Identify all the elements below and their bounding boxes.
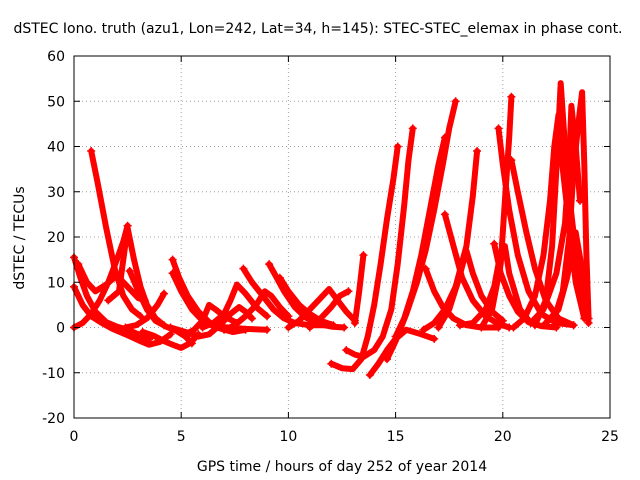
- series-arc3: [71, 222, 131, 331]
- data-point-marker: [125, 266, 134, 275]
- data-point-marker: [160, 289, 169, 298]
- data-point-marker: [440, 210, 449, 219]
- data-point-marker: [541, 318, 550, 327]
- series-arc26: [384, 98, 459, 363]
- data-point-marker: [305, 323, 314, 332]
- data-point-marker: [329, 321, 338, 330]
- data-point-marker: [383, 355, 392, 364]
- data-point-marker: [247, 314, 256, 323]
- series-arc9: [139, 329, 202, 351]
- data-point-marker: [494, 124, 503, 133]
- series-arc23: [351, 252, 367, 326]
- data-point-marker: [262, 312, 271, 321]
- data-point-marker: [275, 273, 284, 282]
- series-arc37: [532, 80, 588, 329]
- data-point-marker: [477, 323, 486, 332]
- data-point-marker: [168, 269, 177, 278]
- data-point-marker: [87, 147, 96, 156]
- data-point-marker: [490, 239, 499, 248]
- data-point-marker: [365, 371, 374, 380]
- data-point-marker: [393, 142, 402, 151]
- data-point-marker: [136, 312, 145, 321]
- chart-title: dSTEC Iono. truth (azu1, Lon=242, Lat=34…: [13, 21, 622, 37]
- series-arc18: [276, 274, 337, 329]
- series-arc34: [478, 93, 515, 331]
- data-point-marker: [198, 323, 207, 332]
- data-point-marker: [419, 325, 428, 334]
- data-point-marker: [104, 296, 113, 305]
- data-point-marker: [181, 330, 190, 339]
- x-tick-label: 5: [177, 429, 186, 445]
- y-tick-label: -20: [42, 411, 65, 427]
- data-point-marker: [421, 264, 430, 273]
- series-arc35: [508, 157, 577, 329]
- y-tick-label: 40: [47, 140, 65, 156]
- data-point-marker: [344, 287, 353, 296]
- data-point-marker: [584, 318, 593, 327]
- data-point-marker: [498, 316, 507, 325]
- data-point-marker: [262, 325, 271, 334]
- x-axis-label: GPS time / hours of day 252 of year 2014: [197, 459, 487, 475]
- y-tick-label: -10: [42, 366, 65, 382]
- data-point-marker: [507, 92, 516, 101]
- series-arc15: [221, 288, 292, 333]
- x-tick-label: 15: [387, 429, 405, 445]
- x-tick-label: 20: [494, 429, 512, 445]
- data-point-marker: [408, 124, 417, 133]
- y-tick-label: 0: [56, 321, 65, 337]
- x-tick-label: 10: [279, 429, 297, 445]
- data-point-marker: [507, 156, 516, 165]
- data-point-marker: [138, 328, 147, 337]
- y-tick-label: 50: [47, 94, 65, 110]
- series-arc29: [441, 211, 513, 331]
- data-point-marker: [434, 323, 443, 332]
- series-arc19: [285, 286, 358, 331]
- data-point-marker: [473, 147, 482, 156]
- series-arc20: [306, 288, 352, 331]
- data-point-marker: [166, 323, 175, 332]
- y-axis-label: dSTEC / TECUs: [12, 186, 28, 289]
- data-point-marker: [342, 346, 351, 355]
- data-point-marker: [168, 255, 177, 264]
- data-point-marker: [327, 359, 336, 368]
- data-point-marker: [340, 323, 349, 332]
- y-tick-label: 30: [47, 185, 65, 201]
- series-arc4: [88, 148, 144, 320]
- x-tick-label: 0: [70, 429, 79, 445]
- series-arc2: [71, 283, 174, 348]
- y-tick-label: 20: [47, 230, 65, 246]
- data-point-marker: [265, 260, 274, 269]
- data-point-marker: [350, 318, 359, 327]
- data-point-marker: [569, 321, 578, 330]
- data-point-marker: [74, 260, 83, 269]
- x-tick-label: 25: [601, 429, 619, 445]
- y-tick-label: 10: [47, 275, 65, 291]
- series-arc22: [343, 125, 416, 360]
- data-point-marker: [220, 325, 229, 334]
- y-tick-label: 60: [47, 49, 65, 65]
- series-arc21: [328, 143, 401, 373]
- series-arc16: [240, 265, 335, 329]
- data-point-marker: [430, 334, 439, 343]
- data-point-marker: [526, 318, 535, 327]
- series-arc5: [75, 261, 148, 304]
- axis-ticks: 0 5 10 15 20 25 -20 -10 0 10 20 30 40 50 60: [42, 49, 619, 445]
- data-point-marker: [239, 264, 248, 273]
- series-arc8: [122, 290, 167, 331]
- data-point-marker: [121, 323, 130, 332]
- data-point-marker: [455, 321, 464, 330]
- series-layer: [70, 80, 593, 380]
- data-point-marker: [451, 97, 460, 106]
- series-arc40: [542, 229, 592, 326]
- data-point-marker: [359, 251, 368, 260]
- data-point-marker: [284, 323, 293, 332]
- data-point-marker: [509, 323, 518, 332]
